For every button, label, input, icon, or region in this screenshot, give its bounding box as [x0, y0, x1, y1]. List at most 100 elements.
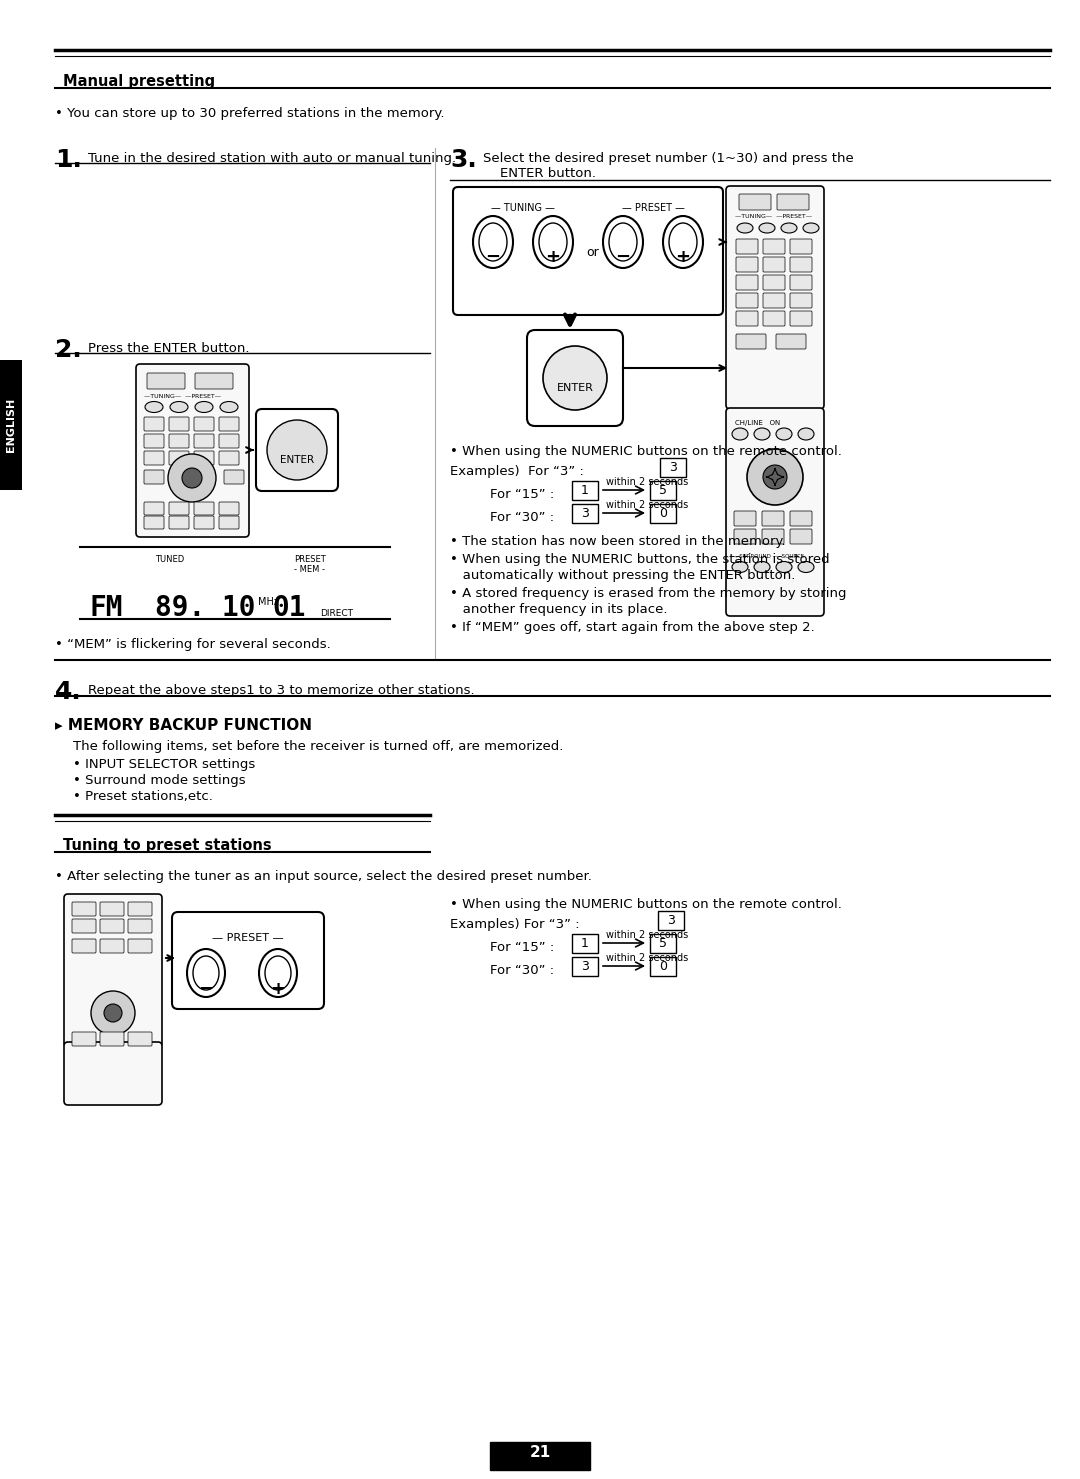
FancyBboxPatch shape — [735, 293, 758, 308]
Ellipse shape — [539, 223, 567, 260]
FancyBboxPatch shape — [219, 417, 239, 430]
Text: automatically without pressing the ENTER button.: automatically without pressing the ENTER… — [450, 569, 795, 583]
Text: 4.: 4. — [55, 680, 82, 704]
FancyBboxPatch shape — [726, 408, 824, 615]
FancyBboxPatch shape — [129, 918, 152, 933]
FancyBboxPatch shape — [168, 417, 189, 430]
Text: Repeat the above steps1 to 3 to memorize other stations.: Repeat the above steps1 to 3 to memorize… — [87, 683, 474, 697]
Text: +: + — [270, 981, 285, 998]
Ellipse shape — [798, 562, 814, 572]
Text: ▸ MEMORY BACKUP FUNCTION: ▸ MEMORY BACKUP FUNCTION — [55, 717, 312, 734]
Ellipse shape — [170, 401, 188, 413]
Text: • When using the NUMERIC buttons, the station is stored: • When using the NUMERIC buttons, the st… — [450, 553, 829, 566]
Ellipse shape — [480, 223, 507, 260]
FancyBboxPatch shape — [762, 311, 785, 325]
Text: — SURROUND —  SOURCE: — SURROUND — SOURCE — [732, 555, 804, 559]
Text: 1: 1 — [581, 938, 589, 950]
Text: • A stored frequency is erased from the memory by storing: • A stored frequency is erased from the … — [450, 587, 847, 600]
FancyBboxPatch shape — [64, 893, 162, 1047]
Text: 01: 01 — [272, 595, 306, 623]
FancyBboxPatch shape — [734, 512, 756, 527]
FancyBboxPatch shape — [490, 1442, 590, 1470]
FancyBboxPatch shape — [136, 364, 249, 537]
FancyBboxPatch shape — [739, 194, 771, 210]
Text: −: − — [199, 981, 214, 998]
Ellipse shape — [754, 562, 770, 572]
FancyBboxPatch shape — [789, 293, 812, 308]
Text: For “15” :: For “15” : — [490, 488, 554, 501]
FancyBboxPatch shape — [735, 334, 766, 349]
Ellipse shape — [798, 427, 814, 439]
Circle shape — [104, 1004, 122, 1022]
Text: DIRECT: DIRECT — [320, 609, 353, 618]
FancyBboxPatch shape — [650, 504, 676, 524]
Text: 89. 10: 89. 10 — [156, 595, 256, 623]
Ellipse shape — [669, 223, 697, 260]
FancyBboxPatch shape — [147, 373, 185, 389]
Ellipse shape — [732, 427, 748, 439]
FancyBboxPatch shape — [789, 529, 812, 544]
Text: — PRESET —: — PRESET — — [212, 933, 284, 944]
Text: PRESET: PRESET — [294, 555, 326, 563]
Text: 3.: 3. — [450, 148, 476, 172]
FancyBboxPatch shape — [172, 913, 324, 1009]
FancyBboxPatch shape — [72, 939, 96, 952]
Text: MHz: MHz — [258, 598, 279, 606]
Text: For “30” :: For “30” : — [490, 964, 554, 978]
FancyBboxPatch shape — [660, 458, 686, 478]
Text: 0: 0 — [659, 960, 667, 973]
FancyBboxPatch shape — [572, 481, 598, 500]
Circle shape — [762, 464, 787, 490]
Text: −: − — [485, 248, 500, 266]
Circle shape — [267, 420, 327, 481]
FancyBboxPatch shape — [100, 918, 124, 933]
Text: The following items, set before the receiver is turned off, are memorized.: The following items, set before the rece… — [73, 740, 564, 753]
Ellipse shape — [259, 950, 297, 997]
Text: 5: 5 — [659, 938, 667, 950]
Ellipse shape — [737, 223, 753, 234]
FancyBboxPatch shape — [762, 293, 785, 308]
FancyBboxPatch shape — [735, 240, 758, 254]
FancyBboxPatch shape — [256, 410, 338, 491]
Text: 0: 0 — [659, 507, 667, 521]
FancyBboxPatch shape — [168, 501, 189, 515]
FancyBboxPatch shape — [100, 902, 124, 916]
Circle shape — [747, 450, 804, 504]
Ellipse shape — [534, 216, 573, 268]
Circle shape — [543, 346, 607, 410]
Text: • “MEM” is flickering for several seconds.: • “MEM” is flickering for several second… — [55, 637, 330, 651]
Text: ENTER: ENTER — [556, 383, 593, 393]
FancyBboxPatch shape — [453, 186, 723, 315]
FancyBboxPatch shape — [144, 433, 164, 448]
Text: within 2 seconds: within 2 seconds — [606, 952, 688, 963]
Ellipse shape — [759, 223, 775, 234]
FancyBboxPatch shape — [168, 451, 189, 464]
Ellipse shape — [804, 223, 819, 234]
Ellipse shape — [473, 216, 513, 268]
Ellipse shape — [187, 950, 225, 997]
Text: 2.: 2. — [55, 339, 82, 362]
Text: • Surround mode settings: • Surround mode settings — [73, 774, 245, 787]
FancyBboxPatch shape — [194, 451, 214, 464]
FancyBboxPatch shape — [129, 939, 152, 952]
Text: • The station has now been stored in the memory.: • The station has now been stored in the… — [450, 535, 785, 549]
FancyBboxPatch shape — [144, 501, 164, 515]
Text: —TUNING—  —PRESET—: —TUNING— —PRESET— — [144, 393, 221, 399]
FancyBboxPatch shape — [194, 501, 214, 515]
FancyBboxPatch shape — [129, 902, 152, 916]
Ellipse shape — [145, 401, 163, 413]
Text: Examples) For “3” :: Examples) For “3” : — [450, 918, 580, 930]
FancyBboxPatch shape — [572, 957, 598, 976]
FancyBboxPatch shape — [789, 275, 812, 290]
Text: another frequency in its place.: another frequency in its place. — [450, 603, 667, 615]
Text: • When using the NUMERIC buttons on the remote control.: • When using the NUMERIC buttons on the … — [450, 445, 842, 458]
FancyBboxPatch shape — [762, 257, 785, 272]
Text: CH/LINE   ON: CH/LINE ON — [735, 420, 780, 426]
FancyBboxPatch shape — [789, 257, 812, 272]
Text: 21: 21 — [529, 1445, 551, 1460]
Text: • When using the NUMERIC buttons on the remote control.: • When using the NUMERIC buttons on the … — [450, 898, 842, 911]
FancyBboxPatch shape — [219, 516, 239, 529]
FancyBboxPatch shape — [100, 1032, 124, 1046]
Text: — TUNING —: — TUNING — — [491, 203, 555, 213]
Text: within 2 seconds: within 2 seconds — [606, 500, 688, 510]
